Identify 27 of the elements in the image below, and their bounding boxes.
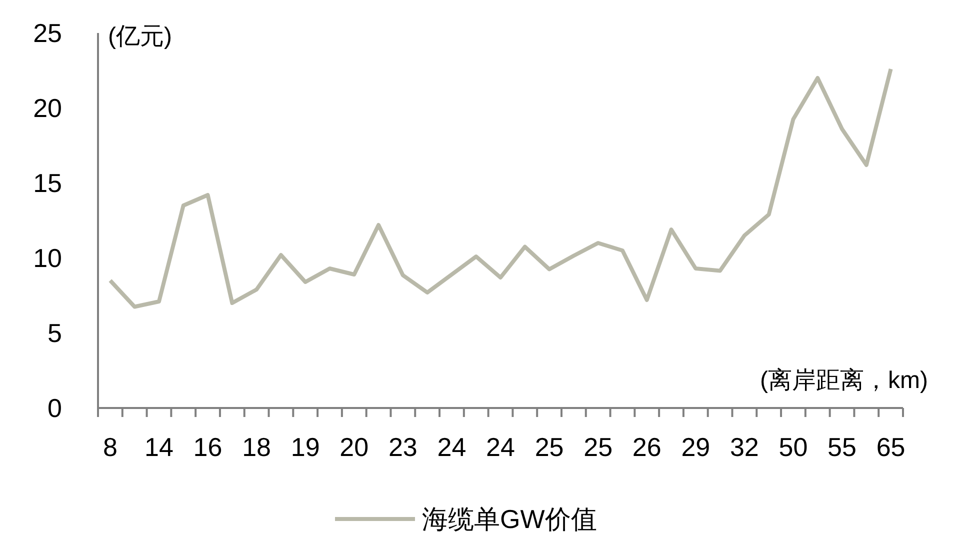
x-tick-label: 50 [778,432,808,462]
x-tick-label: 29 [681,432,710,462]
x-tick-label: 25 [534,432,564,462]
x-tick-label: 32 [730,432,759,462]
x-tick-label: 14 [144,432,174,462]
x-tick-label: 24 [437,432,466,462]
x-tick-label: 65 [876,432,906,462]
x-tick-label: 18 [242,432,272,462]
y-tick-label: 10 [33,243,62,273]
x-tick-label: 26 [632,432,662,462]
x-tick-label: 55 [828,432,856,462]
y-tick-label: 5 [48,318,62,348]
y-tick-label: 15 [33,168,62,198]
x-tick-label: 25 [584,432,613,462]
y-tick-label: 25 [33,18,62,48]
x-tick-label: 24 [486,432,515,462]
y-axis-title: (亿元) [108,23,172,50]
x-axis-title: (离岸距离，km) [760,367,928,394]
x-tick-label: 16 [193,432,222,462]
y-tick-label: 20 [33,93,62,123]
x-tick-label: 19 [290,432,320,462]
x-tick-label: 20 [340,432,369,462]
x-tick-label: 23 [388,432,418,462]
legend: 海缆单GW价值 [335,504,597,534]
x-tick-label: 8 [102,432,118,462]
y-tick-label: 0 [48,393,62,423]
legend-label: 海缆单GW价值 [422,504,597,534]
